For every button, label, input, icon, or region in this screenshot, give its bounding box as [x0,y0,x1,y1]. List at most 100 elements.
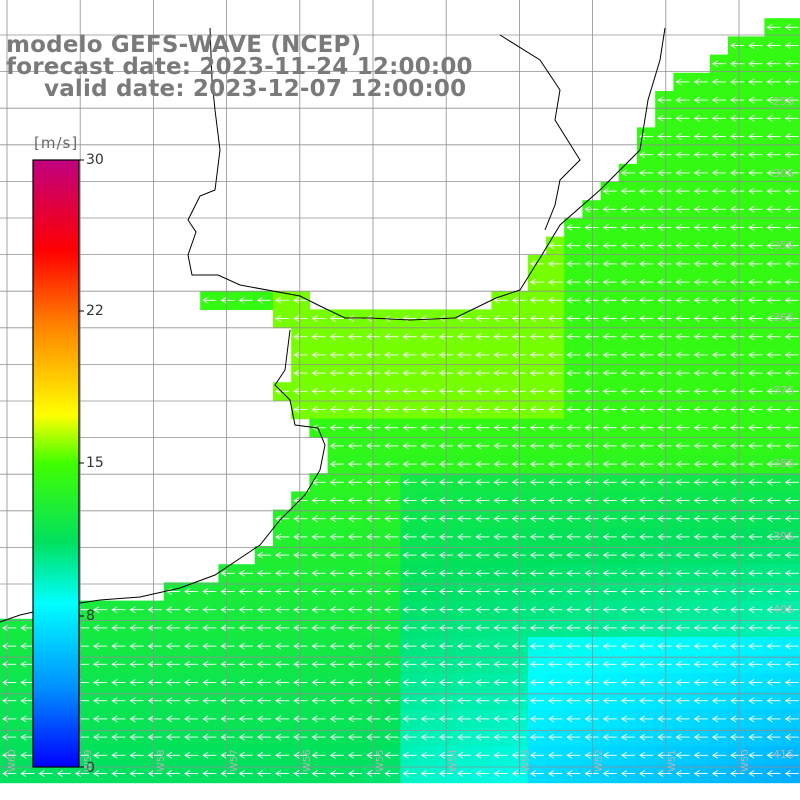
wind-arrow-head [766,606,773,614]
wind-arrow-head [730,569,737,577]
wind-arrow-head [275,751,282,759]
wind-arrow-head [693,133,700,140]
wind-arrow-head [766,497,773,504]
wind-arrow-head [675,187,682,195]
wind-arrow-head [384,515,391,523]
wind-arrow-head [548,588,555,595]
wind-arrow-head [147,624,154,632]
wind-arrow-head [566,478,573,486]
wind-arrow-head [748,424,755,432]
wind-arrow-head [457,679,464,686]
wind-arrow-head [402,606,409,614]
wind-arrow-head [784,78,791,86]
wind-arrow-head [748,406,755,413]
wind-arrow-head [475,369,482,377]
wind-arrow-head [766,187,773,195]
wind-arrow-head [238,642,245,650]
wind-arrow-head [111,660,118,668]
wind-arrow-head [238,606,245,614]
wind-arrow-head [511,606,518,614]
wind-arrow-head [657,606,664,614]
wind-arrow-head [566,387,573,395]
colorbar-gradient [32,159,80,768]
wind-arrow-head [566,751,573,759]
wind-arrow-head [311,642,318,650]
wind-arrow-head [675,751,682,759]
wind-arrow-head [384,715,391,723]
wind-arrow-head [566,278,573,286]
wind-arrow-head [711,296,719,304]
colorbar-tick-30: 30 [86,152,104,168]
wind-arrow-head [457,642,464,650]
wind-arrow-head [620,478,628,486]
wind-arrow-head [675,351,682,359]
wind-arrow-head [730,42,737,49]
wind-arrow-head [202,679,209,686]
wind-arrow-head [602,242,609,250]
wind-arrow-head [366,606,373,614]
wind-arrow-head [165,660,173,668]
valid-date: valid date: 2023-12-07 12:00:00 [44,76,467,102]
wind-arrow-head [766,442,773,450]
wind-arrow-head [402,315,409,322]
wind-arrow-head [366,770,373,777]
wind-arrow-head [475,642,482,650]
wind-arrow-head [311,351,318,359]
wind-arrow-head [511,715,518,723]
wind-arrow-head [493,533,500,541]
wind-arrow-head [711,460,719,468]
wind-arrow-head [693,278,700,286]
wind-arrow-head [602,715,609,723]
wind-arrow-head [784,569,791,577]
wind-arrow-head [311,406,318,413]
wind-arrow-head [620,315,628,322]
lon-label: W56 [302,749,313,772]
wind-arrow-head [730,624,737,632]
wind-arrow-head [693,333,700,341]
wind-arrow-head [93,660,100,668]
wind-arrow-head [620,569,628,577]
wind-arrow-head [766,460,773,468]
wind-arrow-head [639,497,646,504]
wind-arrow-head [293,515,300,523]
wind-arrow-head [93,697,100,705]
wind-arrow-head [202,624,209,632]
wind-arrow-head [602,442,609,450]
wind-arrow-head [457,460,464,468]
wind-arrow-head [675,642,682,650]
wind-arrow-head [602,424,609,432]
wind-arrow-head [147,697,154,705]
wind-arrow-head [766,242,773,250]
wind-arrow-head [620,551,628,559]
wind-arrow-head [147,606,154,614]
wind-arrow-head [766,351,773,359]
wind-arrow-head [784,333,791,341]
wind-arrow-head [293,660,300,668]
wind-arrow-head [420,551,427,559]
wind-arrow-head [384,478,391,486]
wind-arrow-head [602,642,609,650]
wind-arrow-head [602,406,609,413]
wind-arrow-head [602,624,609,632]
wind-arrow-head [748,478,755,486]
wind-arrow-head [657,96,664,104]
wind-arrow-head [748,642,755,650]
wind-arrow-head [548,296,555,304]
wind-arrow-head [693,406,700,413]
wind-arrow-head [730,497,737,504]
wind-arrow-head [711,114,719,122]
wind-arrow-head [293,315,300,322]
colorbar [32,159,84,768]
wind-arrow-head [165,770,173,777]
wind-arrow-head [275,624,282,632]
wind-arrow-head [675,733,682,741]
wind-arrow-head [602,460,609,468]
wind-arrow-head [766,515,773,523]
wind-arrow-head [475,733,482,741]
wind-arrow-head [584,478,591,486]
wind-arrow-head [238,697,245,705]
wind-arrow-head [529,606,537,614]
wind-arrow-head [493,424,500,432]
wind-arrow-head [311,715,318,723]
wind-arrow-head [493,751,500,759]
